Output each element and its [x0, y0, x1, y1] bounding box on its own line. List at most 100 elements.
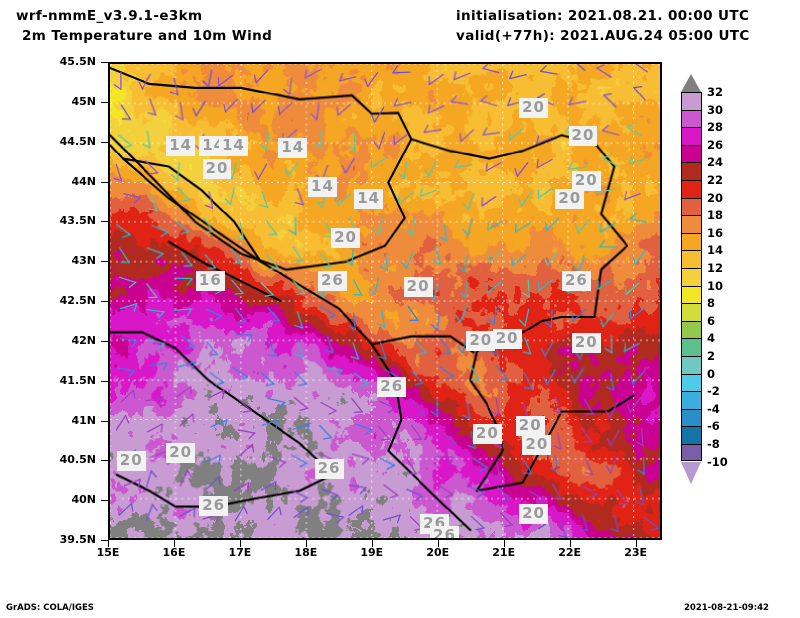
y-axis-label: 42N [71, 333, 96, 347]
colorbar-tick-label: 6 [707, 313, 716, 328]
colorbar-tick-label: 26 [707, 137, 724, 152]
contour-label: 16 [195, 270, 225, 291]
colorbar-tick-label: 22 [707, 173, 724, 187]
colorbar-tick-label: -2 [707, 384, 720, 399]
colorbar-tick-label: 12 [707, 261, 724, 275]
y-axis-label: 39.5N [59, 533, 96, 546]
x-axis-label: 23E [624, 546, 648, 559]
contour-label: 20 [571, 171, 601, 192]
x-tick [437, 540, 439, 547]
y-axis-label: 41.5N [59, 373, 96, 387]
y-axis-label: 45N [71, 94, 96, 108]
contour-label: 14 [166, 136, 196, 157]
colorbar-swatch [681, 109, 702, 128]
colorbar-swatch [681, 355, 702, 374]
x-tick [635, 540, 637, 547]
contour-label: 20 [522, 434, 552, 455]
colorbar-tick-label: 0 [707, 366, 716, 381]
x-tick [503, 540, 505, 547]
x-axis-label: 22E [558, 546, 582, 559]
colorbar-swatch [681, 373, 702, 392]
contour-label: 26 [561, 270, 591, 291]
colorbar-tick-label: -8 [707, 437, 720, 451]
contour-label: 14 [354, 189, 384, 210]
x-axis-label: 16E [162, 546, 186, 559]
colorbar-swatch [681, 443, 702, 462]
colorbar-swatch [681, 197, 702, 216]
colorbar-swatch [681, 250, 702, 268]
x-tick [239, 540, 241, 547]
colorbar-tick-label: -6 [707, 419, 720, 434]
contour-label: 20 [568, 125, 598, 146]
y-tick [101, 101, 108, 103]
colorbar-tick-label: 2 [707, 349, 716, 363]
colorbar-tick-label: 28 [707, 120, 724, 135]
colorbar-swatch [681, 267, 702, 286]
y-tick [101, 141, 108, 143]
contour-label: 20 [515, 416, 545, 437]
colorbar-tick-label: -10 [707, 454, 728, 469]
colorbar-tick-label: 16 [707, 225, 724, 240]
x-axis-label: 18E [294, 546, 318, 559]
y-axis-label: 44.5N [59, 134, 96, 148]
colorbar-swatch [681, 285, 702, 304]
colorbar-swatch [681, 92, 702, 110]
y-tick [101, 221, 108, 223]
x-tick [305, 540, 307, 547]
x-axis-label: 17E [228, 546, 252, 559]
contour-label: 14 [219, 136, 248, 157]
colorbar-bottom-cap [681, 461, 701, 484]
y-axis-label: 44N [71, 174, 96, 188]
colorbar-swatch [681, 303, 702, 321]
x-axis-label: 21E [492, 546, 516, 559]
contour-label: 26 [314, 458, 344, 479]
y-tick [101, 181, 108, 183]
contour-label: 26 [317, 270, 347, 291]
colorbar-swatch [681, 144, 702, 163]
map-plot-area: 14 14 14 20 14 14 14 20 20 20 20 20 16 26 20 20 20 20 26 26… [108, 62, 662, 540]
x-axis-label: 19E [360, 546, 384, 559]
contour-label: 26 [430, 525, 459, 538]
contour-label: 20 [519, 97, 548, 118]
colorbar-swatch [681, 426, 702, 444]
contour-label: 14 [278, 137, 308, 158]
y-tick [101, 340, 108, 342]
valid-time: valid(+77h): 2021.AUG.24 05:00 UTC [456, 28, 750, 44]
contour-label: 20 [116, 450, 146, 471]
y-tick [101, 62, 108, 63]
colorbar-swatch [681, 162, 702, 180]
y-tick [101, 301, 108, 302]
colorbar-top-cap [681, 74, 701, 92]
contour-label: 20 [472, 424, 502, 445]
colorbar-tick-label: 4 [707, 331, 716, 346]
y-tick [101, 420, 108, 422]
contour-label: 20 [492, 328, 522, 349]
colorbar-swatch [681, 391, 702, 409]
field-title: 2m Temperature and 10m Wind [22, 28, 273, 44]
x-tick [371, 540, 373, 547]
y-tick [101, 380, 108, 382]
y-axis-label: 43.5N [59, 214, 96, 228]
y-axis-label: 40.5N [59, 453, 96, 467]
x-tick [173, 540, 175, 547]
y-tick [101, 540, 108, 541]
colorbar-tick-label: 30 [707, 102, 724, 117]
colorbar-tick-label: 32 [707, 85, 724, 99]
colorbar-swatch [681, 320, 702, 339]
contour-label: 20 [466, 331, 496, 352]
contour-label: 14 [308, 177, 337, 198]
contour-label: 26 [377, 376, 407, 397]
initialisation-time: initialisation: 2021.08.21. 00:00 UTC [456, 8, 750, 24]
contour-label: 26 [199, 496, 229, 517]
x-axis-label: 20E [426, 546, 450, 559]
colorbar-swatch [681, 215, 702, 233]
y-axis-label: 40N [71, 493, 96, 507]
colorbar-swatch [681, 338, 702, 356]
contour-label: 20 [519, 504, 548, 525]
y-axis-label: 43N [71, 254, 96, 268]
y-tick [101, 261, 108, 263]
y-axis-label: 41N [71, 413, 96, 427]
contour-label: 20 [403, 277, 433, 298]
contour-label: 20 [571, 332, 601, 353]
contour-label: 20 [555, 189, 585, 210]
